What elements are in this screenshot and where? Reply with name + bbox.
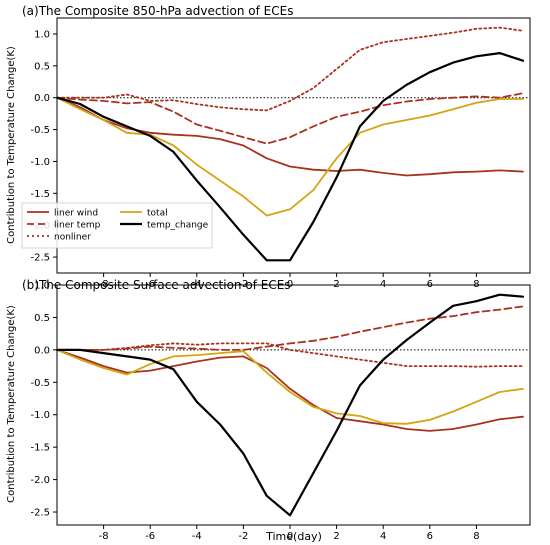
legend-label: liner temp xyxy=(54,221,101,231)
chart-a-y-tick-label: -0.5 xyxy=(30,125,50,136)
chart-b-x-tick-label: 4 xyxy=(380,531,386,542)
chart-a-series-total xyxy=(56,96,524,217)
chart-a-y-tick-label: -2.5 xyxy=(30,253,50,264)
chart-b-series-nonliner xyxy=(56,342,524,368)
chart-a-legend-box xyxy=(21,202,213,249)
chart-b-x-tick-label: -8 xyxy=(99,531,109,542)
chart-b-x-tick-label: 2 xyxy=(333,531,339,542)
chart-b-ylabel: Contribution to Temperature Change(K) xyxy=(6,305,17,503)
legend-label: liner wind xyxy=(54,209,98,219)
legend-label: temp_change xyxy=(147,221,209,231)
chart-b-x-tick-label: 8 xyxy=(473,531,479,542)
chart-b-xlabel: Time(day) xyxy=(265,530,322,543)
chart-b-y-tick-label: -0.5 xyxy=(30,378,50,389)
chart-a-axes-frame xyxy=(56,17,531,274)
chart-b-y-tick-label: 1.0 xyxy=(34,281,50,292)
chart-a-y-tick-label: 0.5 xyxy=(34,61,50,72)
chart-b: (b)The Composite Surface advection of EC… xyxy=(6,278,531,543)
chart-b-y-tick-label: -2.0 xyxy=(30,475,50,486)
chart-b-x-tick-label: -4 xyxy=(192,531,202,542)
chart-b-series-total xyxy=(56,348,524,425)
chart-a-y-tick-label: 1.0 xyxy=(34,29,50,40)
chart-a-legend: liner wind total liner temp temp_changenonl… xyxy=(21,202,213,249)
chart-a-series-liner-temp xyxy=(56,92,524,145)
chart-b-y-tick-label: 0.5 xyxy=(34,313,50,324)
chart-a-title: (a)The Composite 850-hPa advection of EC… xyxy=(22,4,293,18)
chart-b-y-tick-label: 0.0 xyxy=(34,345,50,356)
legend-label: total xyxy=(147,209,168,219)
chart-a-y-tick-label: -1.5 xyxy=(30,189,50,200)
legend-label: nonliner xyxy=(54,233,91,243)
chart-b-x-tick-label: 0 xyxy=(287,531,293,542)
chart-b-plot-area: -8 -6 -4 -2 0 2 4 6 8 1.0 0.5 0.0 -0.5 -1.0 -1.5 -2.0 -2… xyxy=(30,281,531,542)
chart-b-series-temp-change xyxy=(55,293,525,517)
chart-b-y-tick-label: -2.5 xyxy=(30,508,50,519)
chart-b-y-tick-label: -1.5 xyxy=(30,443,50,454)
chart-b-y-tick-label: -1.0 xyxy=(30,410,50,421)
chart-b-x-tick-label: 6 xyxy=(427,531,433,542)
chart-a-ylabel: Contribution to Temperature Change(K) xyxy=(6,46,17,244)
chart-b-x-tick-label: -2 xyxy=(238,531,248,542)
chart-a-series-temp-change xyxy=(55,51,525,262)
chart-b-x-tick-label: -6 xyxy=(145,531,155,542)
chart-a-y-tick-label: 0.0 xyxy=(34,93,50,104)
chart-a-y-tick-label: -1.0 xyxy=(30,157,50,168)
chart-b-series-liner-temp xyxy=(56,305,524,351)
chart-a-series-nonliner xyxy=(56,26,524,112)
chart-b-axes-frame xyxy=(56,284,531,526)
